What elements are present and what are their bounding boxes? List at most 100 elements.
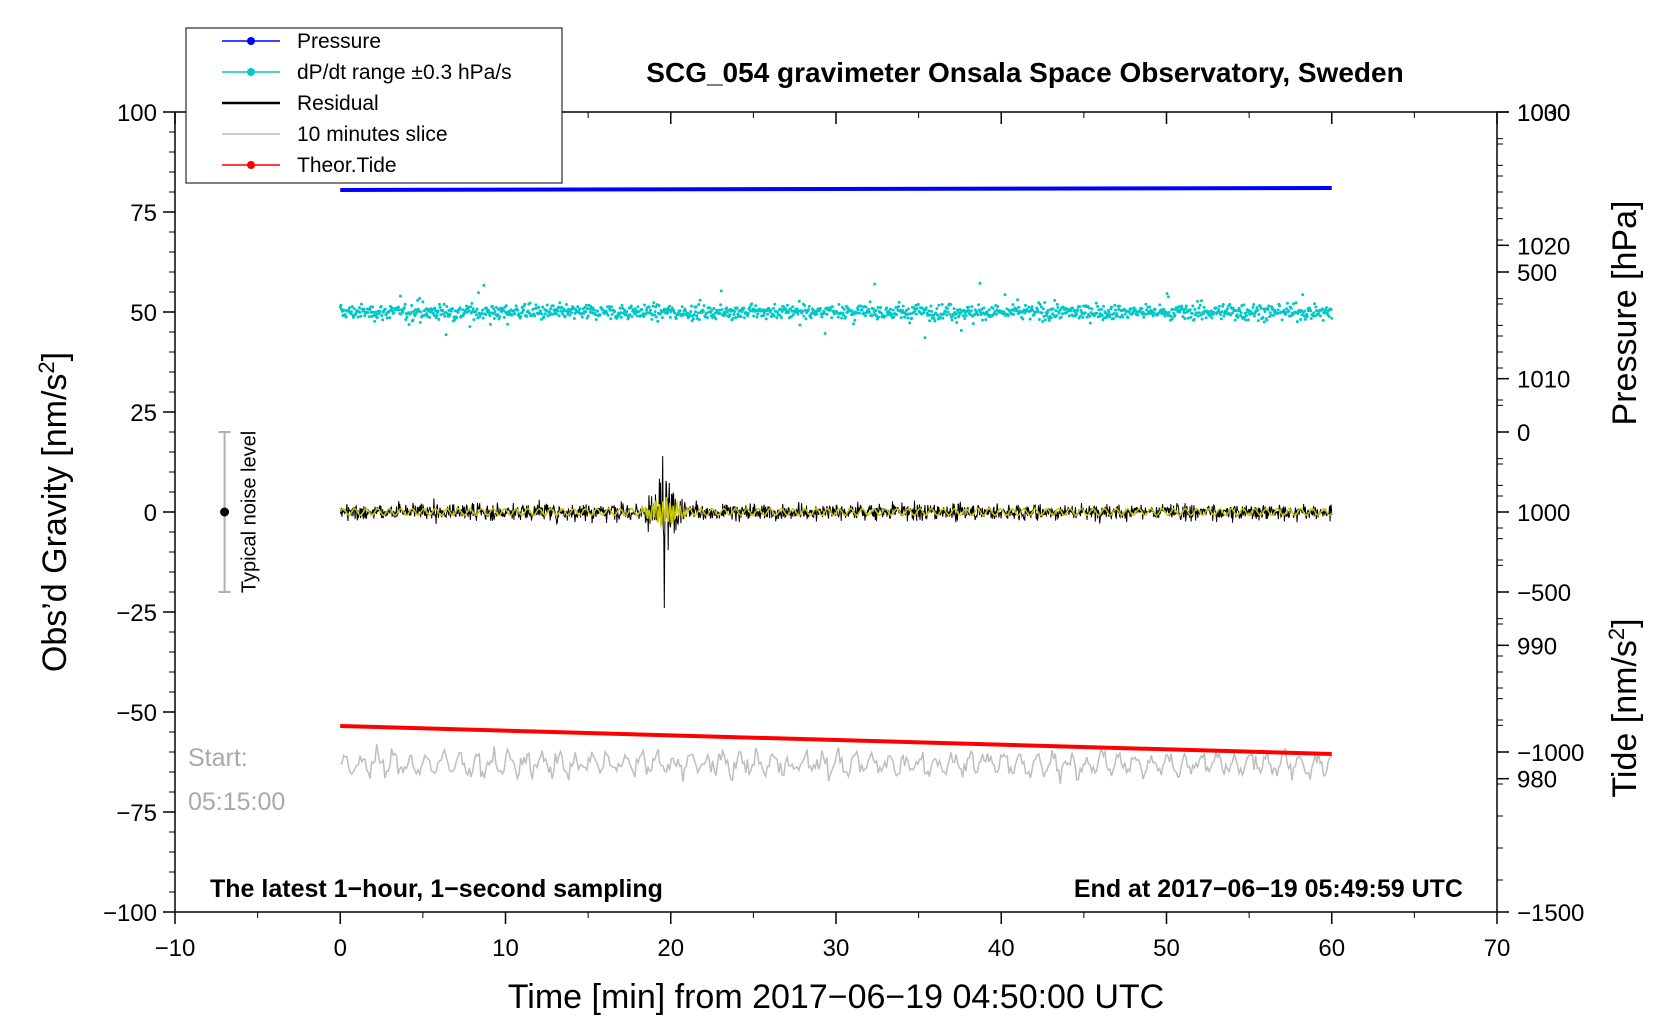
- dpdt-point: [1276, 312, 1280, 316]
- dpdt-point: [1055, 302, 1059, 306]
- dpdt-point: [558, 301, 562, 305]
- dpdt-point: [1251, 305, 1255, 309]
- dpdt-point: [1285, 307, 1289, 311]
- dpdt-point: [486, 308, 490, 312]
- dpdt-point: [1097, 308, 1101, 312]
- dpdt-point: [871, 307, 875, 311]
- dpdt-point: [813, 309, 817, 313]
- dpdt-point: [867, 307, 871, 311]
- legend-dot: [247, 161, 255, 169]
- dpdt-point: [654, 315, 658, 319]
- dpdt-point: [928, 313, 932, 317]
- dpdt-point: [1181, 315, 1185, 319]
- dpdt-point: [1049, 316, 1053, 320]
- dpdt-point: [1239, 311, 1243, 315]
- dpdt-point: [359, 314, 363, 318]
- dpdt-point: [952, 307, 956, 311]
- sampling-note: The latest 1−hour, 1−second sampling: [210, 875, 663, 903]
- dpdt-point: [352, 307, 356, 311]
- dpdt-point: [1054, 309, 1058, 313]
- dpdt-point: [695, 314, 699, 318]
- dpdt-point: [1184, 307, 1188, 311]
- dpdt-point: [885, 306, 889, 310]
- dpdt-point: [1108, 313, 1112, 317]
- dpdt-point: [977, 303, 981, 307]
- dpdt-point: [809, 316, 813, 320]
- dpdt-point: [936, 313, 940, 317]
- dpdt-point: [756, 312, 760, 316]
- dpdt-point: [537, 305, 541, 309]
- tide-tick-label: 500: [1517, 260, 1557, 287]
- dpdt-point: [708, 306, 712, 310]
- dpdt-point: [1299, 318, 1303, 322]
- legend-label: 10 minutes slice: [297, 123, 448, 146]
- dpdt-point: [818, 306, 822, 310]
- dpdt-point: [1256, 308, 1260, 312]
- dpdt-point: [576, 305, 580, 309]
- dpdt-point: [948, 312, 952, 316]
- dpdt-point: [796, 312, 800, 316]
- dpdt-point: [674, 317, 678, 321]
- dpdt-point: [1231, 311, 1235, 315]
- legend-label: Pressure: [297, 30, 381, 53]
- dpdt-point: [1233, 318, 1237, 322]
- dpdt-point: [517, 312, 521, 316]
- dpdt-point: [628, 313, 632, 317]
- dpdt-point: [470, 301, 474, 305]
- tide-tick-label: −1500: [1517, 900, 1584, 927]
- dpdt-point: [842, 313, 846, 317]
- dpdt-point: [441, 308, 445, 312]
- dpdt-point: [863, 314, 867, 318]
- dpdt-point: [873, 282, 877, 286]
- dpdt-point: [840, 316, 844, 320]
- dpdt-point: [547, 310, 551, 314]
- dpdt-point: [1129, 307, 1133, 311]
- dpdt-point: [897, 305, 901, 309]
- dpdt-point: [1036, 310, 1040, 314]
- dpdt-point: [1053, 298, 1057, 302]
- dpdt-point: [604, 309, 608, 313]
- dpdt-point: [1238, 309, 1242, 313]
- dpdt-point: [879, 311, 883, 315]
- dpdt-point: [472, 318, 476, 322]
- dpdt-point: [652, 301, 656, 305]
- noise-bar-label: Typical noise level: [239, 431, 261, 593]
- dpdt-point: [846, 306, 850, 310]
- dpdt-point: [1196, 314, 1200, 318]
- legend-dot: [247, 68, 255, 76]
- dpdt-point: [913, 309, 917, 313]
- dpdt-point: [1085, 315, 1089, 319]
- dpdt-point: [476, 291, 480, 295]
- dpdt-point: [906, 316, 910, 320]
- dpdt-point: [555, 312, 559, 316]
- dpdt-point: [1222, 314, 1226, 318]
- dpdt-point: [392, 311, 396, 315]
- dpdt-point: [407, 322, 411, 326]
- dpdt-point: [502, 309, 506, 313]
- series-theor-tide: [340, 724, 1332, 756]
- dpdt-point: [521, 308, 525, 312]
- dpdt-point: [941, 316, 945, 320]
- dpdt-point: [1252, 314, 1256, 318]
- dpdt-point: [1191, 304, 1195, 308]
- dpdt-point: [1045, 311, 1049, 315]
- dpdt-point: [945, 313, 949, 317]
- dpdt-point: [1192, 317, 1196, 321]
- dpdt-point: [742, 316, 746, 320]
- end-time-note: End at 2017−06−19 05:49:59 UTC: [1074, 875, 1463, 903]
- dpdt-point: [807, 305, 811, 309]
- dpdt-point: [1197, 306, 1201, 310]
- dpdt-point: [1059, 308, 1063, 312]
- dpdt-point: [803, 303, 807, 307]
- tide-tick-label: 0: [1517, 420, 1530, 447]
- dpdt-point: [514, 304, 518, 308]
- y-tick-label: 75: [130, 200, 157, 227]
- dpdt-point: [1299, 308, 1303, 312]
- dpdt-point: [748, 305, 752, 309]
- pressure-tick-label: 980: [1517, 767, 1557, 794]
- dpdt-point: [1269, 313, 1273, 317]
- dpdt-point: [636, 305, 640, 309]
- dpdt-point: [371, 305, 375, 309]
- dpdt-point: [864, 305, 868, 309]
- dpdt-point: [445, 311, 449, 315]
